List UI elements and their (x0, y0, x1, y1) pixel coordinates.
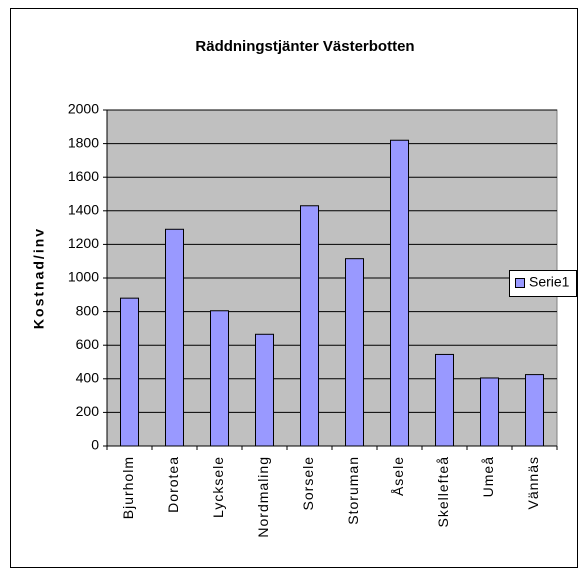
bar (300, 205, 319, 447)
x-tick-label: Umeå (480, 456, 496, 497)
bar (345, 258, 364, 447)
y-tick-label: 400 (76, 370, 100, 386)
bar (525, 374, 544, 447)
y-tick-label: 1400 (68, 202, 99, 218)
x-tick-label: Lycksele (210, 456, 226, 518)
legend-box (509, 270, 577, 297)
legend-label: Serie1 (529, 274, 570, 290)
x-tick-label: Storuman (345, 456, 361, 525)
x-tick-label: Åsele (390, 456, 406, 496)
y-axis-label: Kostnad/inv (31, 227, 47, 329)
bar (120, 297, 139, 447)
y-tick-label: 800 (76, 302, 100, 318)
bar (435, 353, 454, 447)
bar (255, 333, 274, 447)
x-tick-label: Bjurholm (120, 456, 136, 519)
y-tick-label: 1600 (68, 168, 99, 184)
x-tick-label: Skellefteå (435, 456, 451, 527)
y-tick-label: 1800 (68, 134, 99, 150)
bar (390, 139, 409, 447)
y-tick-label: 600 (76, 336, 100, 352)
x-tick-label: Dorotea (165, 456, 181, 513)
bar (210, 310, 229, 447)
x-tick-label: Sorsele (300, 456, 316, 510)
y-tick-label: 1000 (68, 269, 99, 285)
y-tick-label: 2000 (68, 101, 99, 117)
bar (480, 377, 499, 447)
x-tick-label: Nordmaling (255, 456, 271, 538)
y-tick-label: 1200 (68, 235, 99, 251)
y-tick-label: 0 (91, 437, 99, 453)
legend-swatch (515, 278, 525, 288)
x-tick-label: Vännäs (525, 456, 541, 509)
bar (165, 228, 184, 447)
chart-title: Räddningstjänter Västerbotten (195, 38, 414, 55)
y-tick-label: 200 (76, 403, 100, 419)
